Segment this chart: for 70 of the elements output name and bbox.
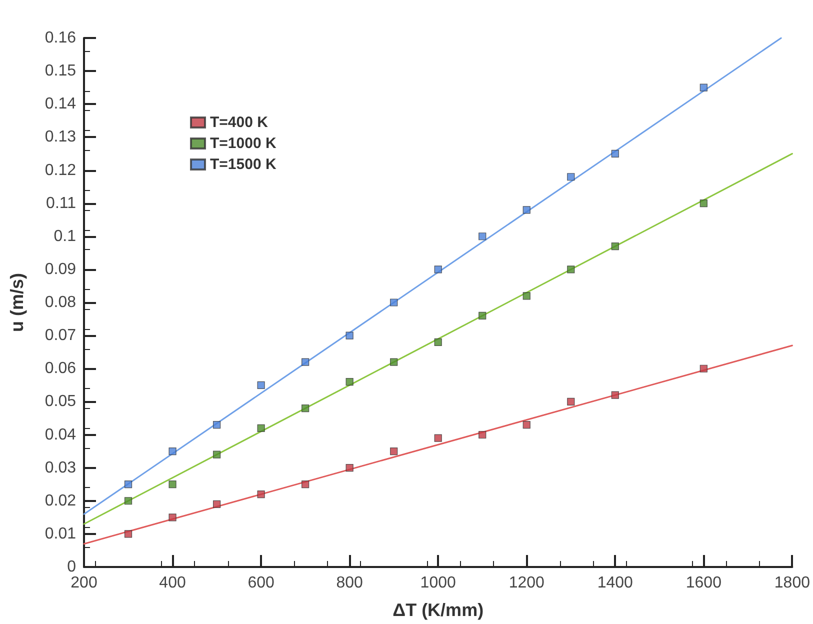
- point: [212, 500, 221, 508]
- point: [522, 206, 530, 214]
- point: [478, 312, 486, 320]
- y-tick-label: 0.11: [46, 194, 76, 212]
- x-tick-label: 400: [159, 574, 186, 592]
- point: [700, 364, 708, 372]
- point: [168, 514, 176, 522]
- y-tick-label: 0.06: [44, 360, 76, 378]
- point: [124, 480, 132, 488]
- y-tick-label: 0.09: [44, 260, 76, 278]
- point: [168, 480, 176, 488]
- x-tick-label: 1800: [774, 574, 810, 592]
- point: [257, 424, 265, 432]
- point: [124, 497, 132, 505]
- point: [168, 447, 176, 456]
- legend-label: T=1500 K: [210, 156, 276, 173]
- point: [302, 480, 310, 488]
- point: [302, 358, 310, 366]
- y-tick-label: 0.16: [44, 30, 76, 46]
- y-tick-label: 0.04: [44, 426, 76, 444]
- y-tick-label: 0.02: [44, 492, 76, 510]
- point: [390, 447, 398, 456]
- point: [567, 266, 575, 274]
- x-tick-label: 1400: [597, 574, 634, 592]
- point: [567, 173, 575, 181]
- point: [611, 242, 619, 250]
- point: [611, 391, 619, 399]
- point: [700, 84, 708, 92]
- y-tick-label: 0.07: [44, 327, 76, 344]
- y-tick-label: 0.05: [44, 393, 76, 410]
- point: [124, 530, 132, 538]
- point: [390, 358, 398, 366]
- x-tick-label: 1600: [686, 574, 722, 592]
- x-axis-title: ΔT (K/mm): [392, 600, 484, 620]
- x-tick-label: 1200: [508, 574, 545, 592]
- y-tick-label: 0.1: [54, 228, 76, 245]
- point: [434, 338, 442, 346]
- point: [257, 490, 265, 498]
- point: [478, 232, 486, 240]
- point: [434, 266, 442, 274]
- legend-label: T=400 K: [210, 114, 268, 131]
- y-tick-label: 0.15: [44, 62, 76, 80]
- y-tick-label: 0.03: [44, 459, 76, 476]
- y-tick-label: 0.01: [44, 525, 76, 542]
- y-tick-label: 0.08: [44, 294, 76, 311]
- point: [522, 421, 530, 429]
- point: [478, 430, 486, 439]
- point: [611, 150, 619, 158]
- y-tick-label: 0: [67, 558, 76, 576]
- x-tick-label: 800: [336, 574, 364, 592]
- y-axis-title: u (m/s): [7, 272, 27, 332]
- x-tick-label: 200: [70, 574, 98, 592]
- point: [434, 434, 442, 442]
- point: [390, 298, 398, 306]
- point: [257, 381, 265, 389]
- point: [346, 378, 354, 386]
- y-tick-label: 0.14: [44, 96, 76, 113]
- point: [700, 200, 708, 208]
- y-tick-label: 0.13: [44, 128, 76, 146]
- legend-label: T=1000 K: [210, 135, 276, 152]
- point: [212, 421, 221, 429]
- point: [346, 332, 354, 340]
- point: [212, 450, 221, 458]
- point: [302, 404, 310, 412]
- x-tick-label: 1000: [420, 574, 456, 592]
- y-tick-label: 0.12: [44, 162, 76, 179]
- point: [522, 292, 530, 300]
- x-tick-label: 600: [248, 574, 274, 592]
- point: [346, 464, 354, 472]
- point: [567, 398, 575, 406]
